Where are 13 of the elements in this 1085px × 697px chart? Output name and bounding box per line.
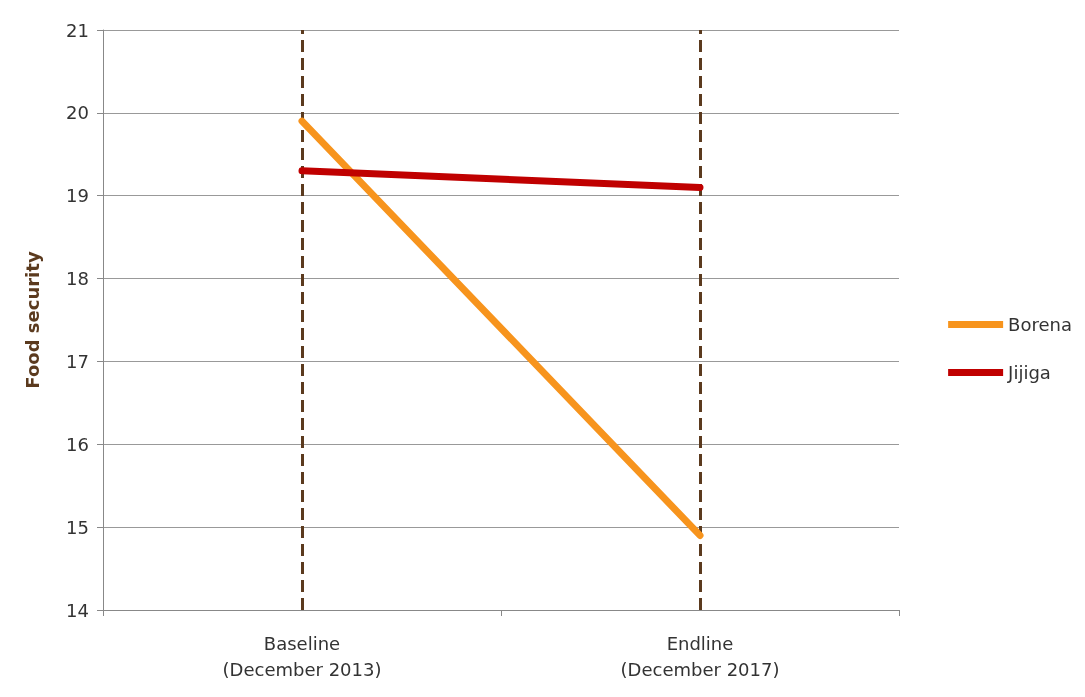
y-tick-label: 16 xyxy=(66,433,89,455)
y-axis-title: Food security xyxy=(21,251,43,389)
legend-label: Jijiga xyxy=(1007,362,1051,383)
y-tick-label: 14 xyxy=(66,599,89,621)
y-tick-label: 19 xyxy=(66,185,89,207)
y-tick-label: 18 xyxy=(66,268,89,290)
y-tick-label: 15 xyxy=(66,516,89,538)
y-tick-label: 21 xyxy=(66,19,89,41)
x-tick-label: Endline (December 2017) xyxy=(620,632,780,680)
y-tick-label: 17 xyxy=(66,350,89,372)
legend-label: Borena xyxy=(1008,314,1073,335)
y-tick-label: 20 xyxy=(66,102,89,124)
x-tick-label: Baseline (December 2013) xyxy=(222,632,382,680)
